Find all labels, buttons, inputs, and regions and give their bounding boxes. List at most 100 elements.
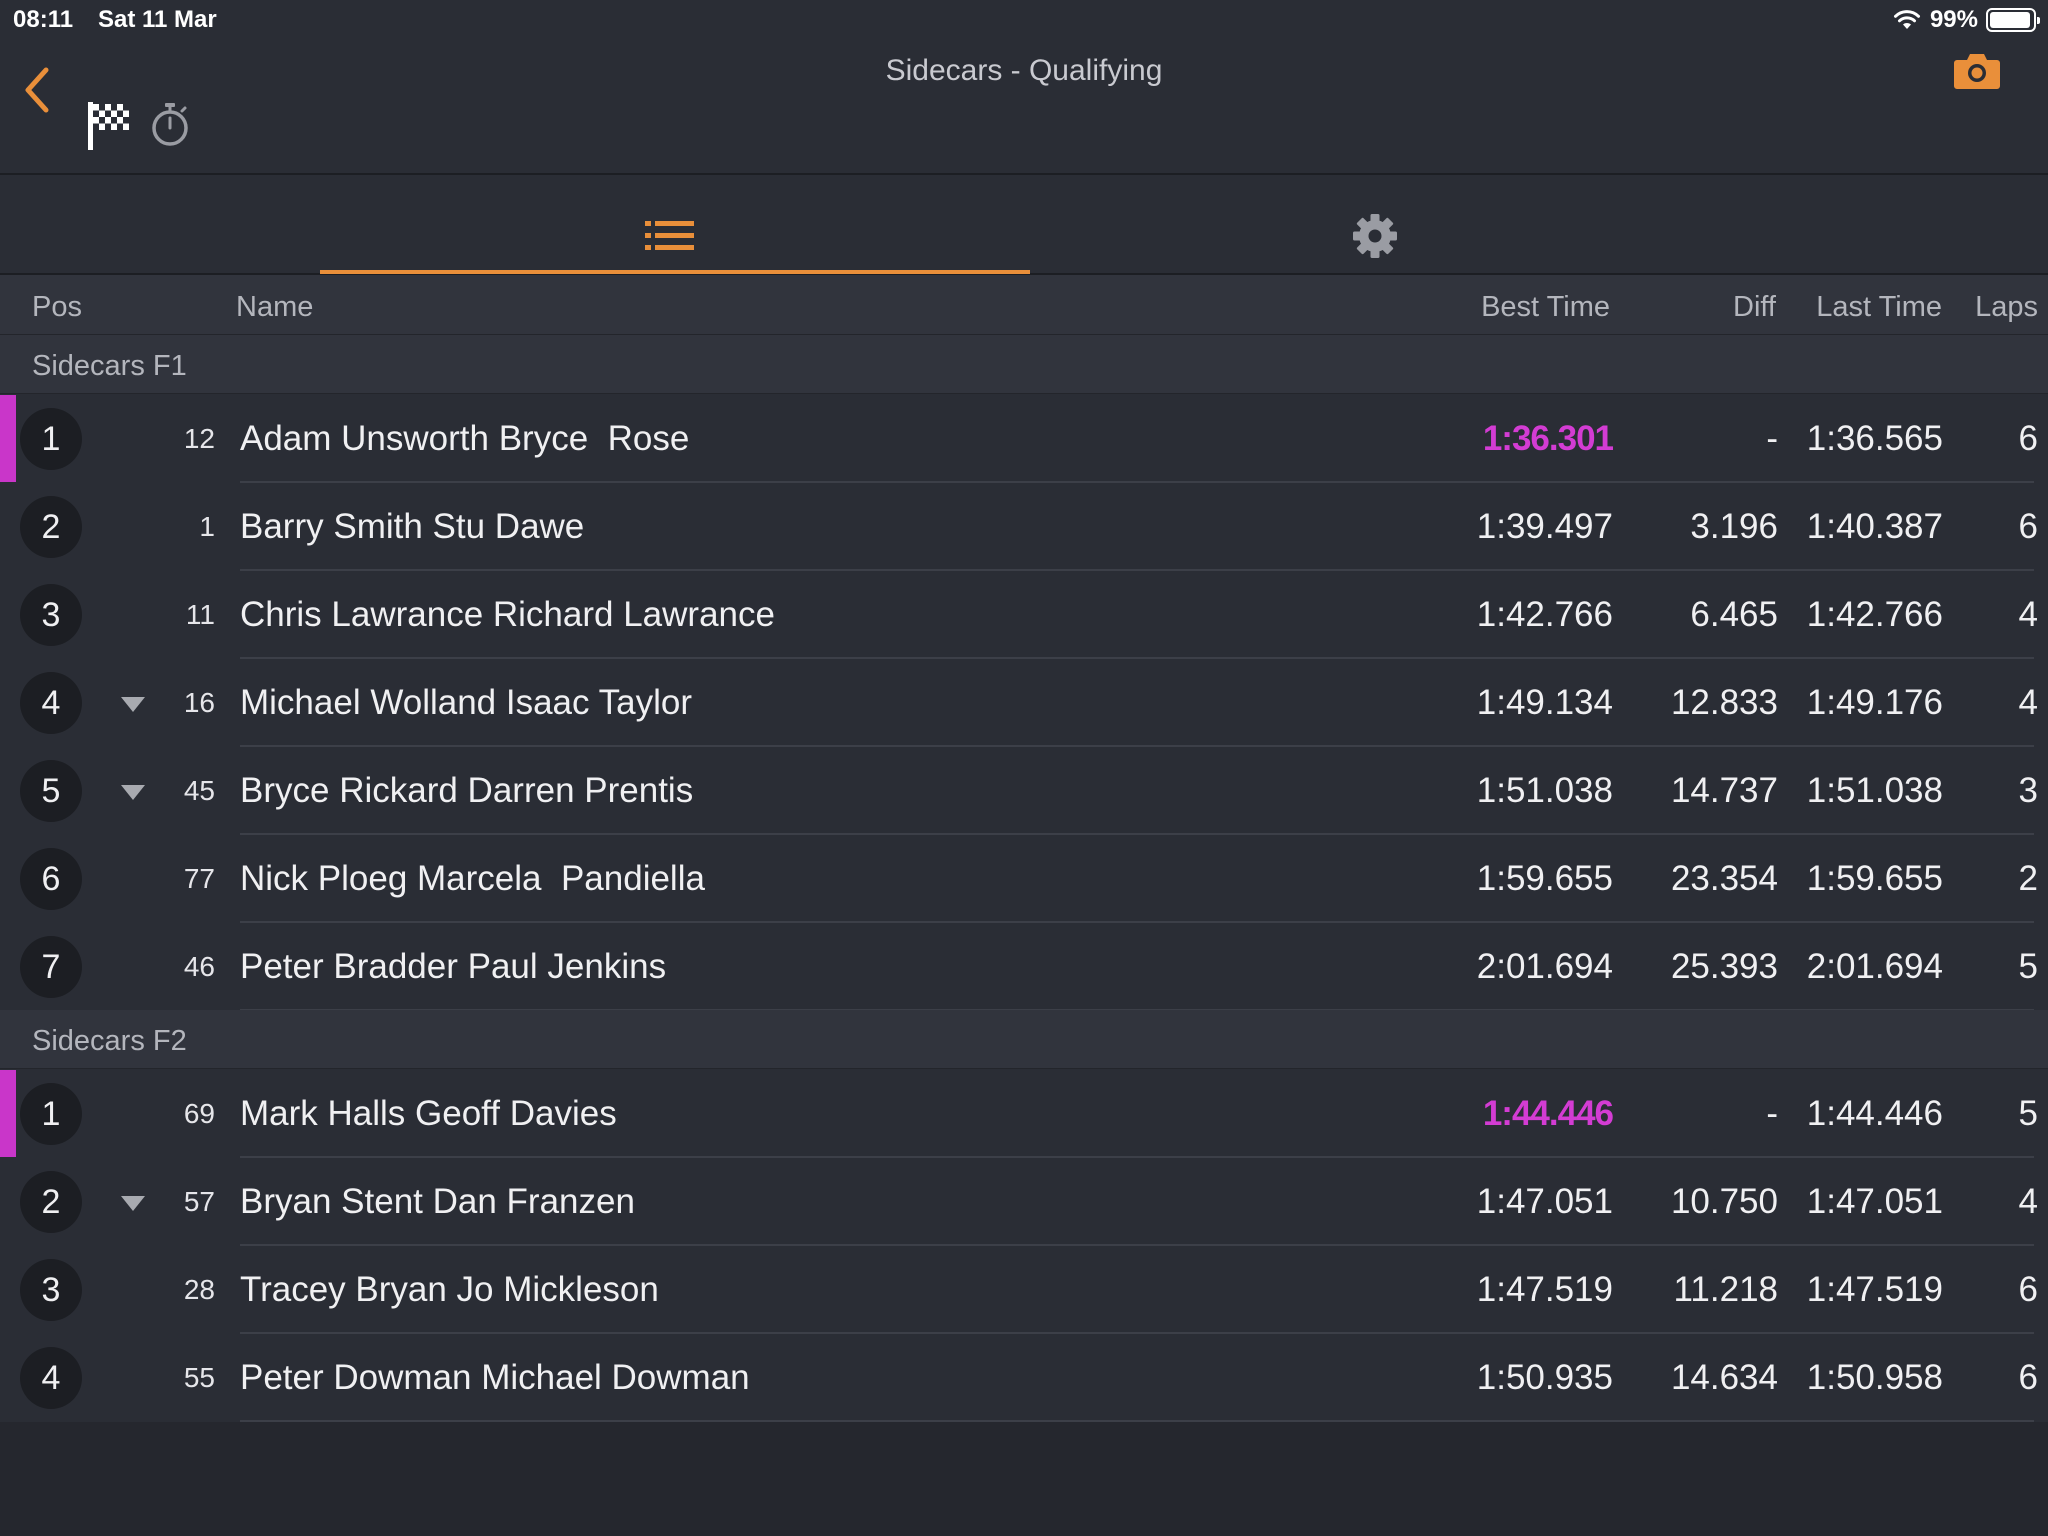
competitor-name: Barry Smith Stu Dawe xyxy=(240,507,585,546)
status-bar: 08:11 Sat 11 Mar 99% xyxy=(0,0,2048,40)
table-row[interactable]: 5 45 Bryce Rickard Darren Prentis 1:51.038 1… xyxy=(0,747,2048,835)
table-row[interactable]: 2 1 Barry Smith Stu Dawe 1:39.497 3.196 1:40.… xyxy=(0,483,2048,571)
diff-time: 12.833 xyxy=(1670,683,1778,722)
competitor-name: Mark Halls Geoff Davies xyxy=(240,1094,617,1133)
fastest-lap-indicator xyxy=(0,1070,16,1157)
position-down-icon xyxy=(121,785,145,800)
column-name: Name xyxy=(236,291,314,323)
position-number: 4 xyxy=(41,1358,61,1397)
position-badge: 5 xyxy=(20,760,82,822)
chevron-left-icon xyxy=(25,67,49,113)
checkered-flag-svg xyxy=(88,102,129,150)
table-row[interactable]: 3 28 Tracey Bryan Jo Mickleson 1:47.519 11.2… xyxy=(0,1246,2048,1334)
competitor-name: Bryan Stent Dan Franzen xyxy=(240,1182,635,1221)
empty-area xyxy=(0,1422,2048,1536)
best-time: 1:49.134 xyxy=(1476,683,1613,722)
competitor-number: 1 xyxy=(199,511,215,542)
row-divider xyxy=(240,833,2034,835)
competitor-number: 16 xyxy=(183,687,215,718)
stopwatch-icon[interactable] xyxy=(149,102,191,153)
best-time: 1:51.038 xyxy=(1476,771,1613,810)
competitor-number: 12 xyxy=(183,423,215,454)
column-last-time: Last Time xyxy=(1816,291,1942,323)
last-time: 2:01.694 xyxy=(1806,947,1943,986)
column-diff: Diff xyxy=(1733,291,1776,323)
table-row[interactable]: 1 12 Adam Unsworth Bryce Rose 1:36.301 -1:36… xyxy=(0,395,2048,483)
gear-icon xyxy=(1352,213,1398,264)
battery-percentage: 99% xyxy=(1929,6,1978,33)
group-header: Sidecars F2 xyxy=(0,1010,2048,1069)
column-header-row: Pos Name Best Time Diff Last Time Laps xyxy=(0,275,2048,335)
last-time: 1:51.038 xyxy=(1806,771,1943,810)
diff-time: 14.634 xyxy=(1670,1358,1778,1397)
lap-count: 6 xyxy=(2018,1358,2038,1397)
stopwatch-svg xyxy=(152,103,188,146)
row-divider xyxy=(240,569,2034,571)
best-time: 1:47.519 xyxy=(1476,1270,1613,1309)
lap-count: 4 xyxy=(2018,595,2038,634)
competitor-number: 55 xyxy=(183,1362,215,1393)
diff-time: 11.218 xyxy=(1673,1270,1778,1309)
table-row[interactable]: 4 16 Michael Wolland Isaac Taylor 1:49.134 1… xyxy=(0,659,2048,747)
table-row[interactable]: 1 69 Mark Halls Geoff Davies 1:44.446-1:44.… xyxy=(0,1070,2048,1158)
diff-time: 10.750 xyxy=(1670,1182,1778,1221)
position-badge: 4 xyxy=(20,672,82,734)
row-divider xyxy=(240,745,2034,747)
table-row[interactable]: 6 77 Nick Ploeg Marcela Pandiella 1:59.655 2… xyxy=(0,835,2048,923)
position-badge: 3 xyxy=(20,1259,82,1321)
best-time: 1:42.766 xyxy=(1476,595,1613,634)
diff-time: 6.465 xyxy=(1690,595,1778,634)
table-row[interactable]: 3 11 Chris Lawrance Richard Lawrance 1:42.7… xyxy=(0,571,2048,659)
position-number: 3 xyxy=(41,595,61,634)
position-badge: 2 xyxy=(20,1171,82,1233)
back-button[interactable] xyxy=(18,60,58,120)
tab-settings[interactable] xyxy=(1030,177,1730,274)
last-time: 1:44.446 xyxy=(1806,1094,1943,1133)
position-number: 2 xyxy=(41,507,61,546)
column-best-time: Best Time xyxy=(1481,291,1610,323)
row-divider xyxy=(240,921,2034,923)
competitor-name: Tracey Bryan Jo Mickleson xyxy=(240,1270,659,1309)
competitor-number: 28 xyxy=(183,1274,215,1305)
fastest-lap-indicator xyxy=(0,395,16,482)
competitor-name: Michael Wolland Isaac Taylor xyxy=(240,683,692,722)
list-svg xyxy=(645,221,694,250)
position-badge: 1 xyxy=(20,1083,82,1145)
last-time: 1:36.565 xyxy=(1806,419,1943,458)
last-time: 1:59.655 xyxy=(1806,859,1943,898)
checkered-flag-icon[interactable] xyxy=(86,100,132,157)
competitor-number: 11 xyxy=(185,599,215,630)
lap-count: 3 xyxy=(2018,771,2038,810)
position-number: 6 xyxy=(41,859,61,898)
diff-time: 14.737 xyxy=(1670,771,1778,810)
diff-time: 25.393 xyxy=(1670,947,1778,986)
best-time: 1:44.446 xyxy=(1482,1094,1614,1133)
competitor-name: Peter Dowman Michael Dowman xyxy=(240,1358,750,1397)
group-title: Sidecars F2 xyxy=(32,1025,187,1057)
lap-count: 5 xyxy=(2018,947,2038,986)
position-badge: 4 xyxy=(20,1347,82,1409)
position-number: 3 xyxy=(41,1270,61,1309)
competitor-name: Nick Ploeg Marcela Pandiella xyxy=(240,859,705,898)
tab-bar xyxy=(0,177,2048,275)
lap-count: 6 xyxy=(2018,507,2038,546)
camera-button[interactable] xyxy=(1953,50,2001,98)
position-badge: 1 xyxy=(20,408,82,470)
page-title: Sidecars - Qualifying xyxy=(885,54,1163,87)
table-row[interactable]: 2 57 Bryan Stent Dan Franzen 1:47.051 10.750… xyxy=(0,1158,2048,1246)
lap-count: 4 xyxy=(2018,1182,2038,1221)
row-divider xyxy=(240,1244,2034,1246)
position-badge: 6 xyxy=(20,848,82,910)
status-time: 08:11 xyxy=(13,6,74,33)
position-number: 1 xyxy=(41,1094,61,1133)
table-row[interactable]: 7 46 Peter Bradder Paul Jenkins 2:01.694 25.… xyxy=(0,923,2048,1011)
last-time: 1:40.387 xyxy=(1806,507,1943,546)
competitor-number: 45 xyxy=(183,775,215,806)
position-number: 2 xyxy=(41,1182,61,1221)
tab-active-indicator xyxy=(320,270,1030,274)
lap-count: 6 xyxy=(2018,1270,2038,1309)
tab-leaderboard[interactable] xyxy=(320,177,1030,274)
position-down-icon xyxy=(121,1196,145,1211)
group-header: Sidecars F1 xyxy=(0,335,2048,394)
table-row[interactable]: 4 55 Peter Dowman Michael Dowman 1:50.935 14… xyxy=(0,1334,2048,1422)
